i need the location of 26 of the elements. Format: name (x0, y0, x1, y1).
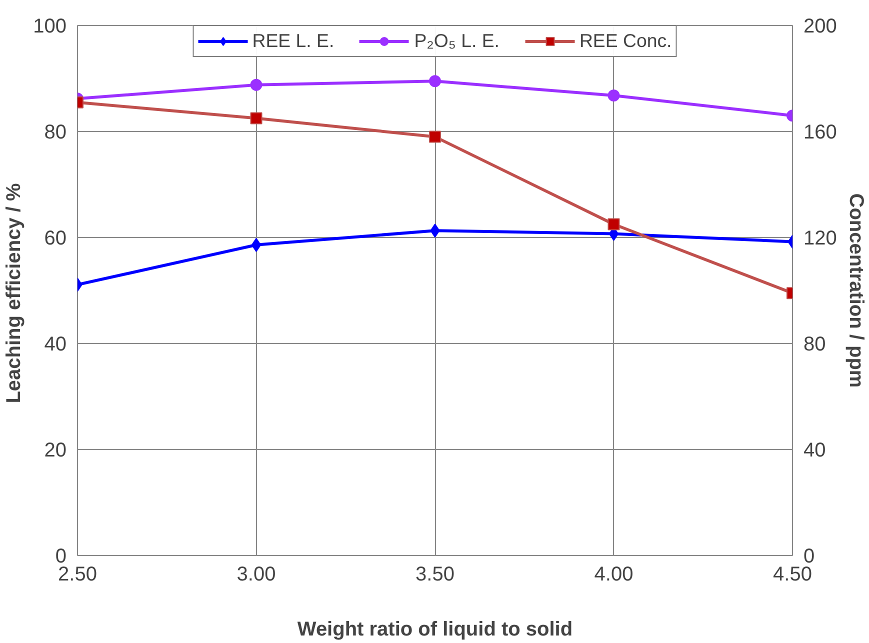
point (250, 78, 262, 91)
y2-tick-label: 160 (804, 122, 837, 144)
y-tick-label: 80 (44, 122, 67, 144)
x-tick-label: 4.00 (594, 564, 634, 586)
legend-label: REE Conc. (579, 30, 672, 52)
y-tick-label: 40 (44, 334, 67, 356)
point (250, 112, 262, 124)
point (251, 238, 262, 252)
y-tick-label: 20 (44, 440, 67, 462)
legend-label: P₂O₅ L. E. (414, 30, 500, 52)
x-axis-title: Weight ratio of liquid to solid (297, 618, 573, 640)
point (608, 89, 620, 102)
y-axis-title: Leaching efficiency / % (3, 183, 26, 404)
legend-label: REE L. E. (252, 30, 334, 52)
x-tick-label: 3.50 (416, 564, 454, 586)
y2-tick-label: 40 (804, 440, 826, 462)
point (429, 75, 441, 88)
y-tick-label: 60 (44, 228, 67, 250)
y-tick-label: 100 (33, 16, 67, 38)
point (429, 130, 441, 143)
x-tick-label: 3.00 (236, 564, 276, 586)
point (608, 218, 620, 230)
y2-tick-label: 200 (804, 16, 837, 38)
y2-axis-title: Concentration / ppm (844, 193, 867, 388)
y2-tick-label: 80 (804, 334, 826, 356)
y2-tick-label: 120 (804, 228, 837, 250)
